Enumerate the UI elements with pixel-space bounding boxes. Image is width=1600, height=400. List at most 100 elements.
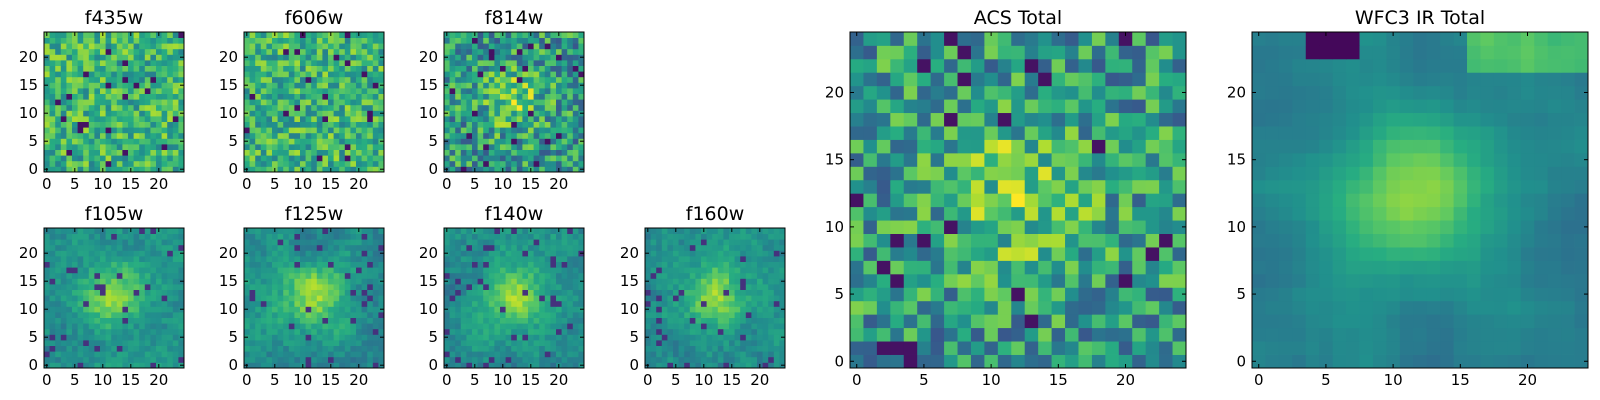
heatmap-cell (272, 272, 278, 279)
heatmap-cell (144, 160, 151, 167)
heatmap-cell (44, 121, 50, 128)
heatmap-cell (122, 295, 129, 302)
heatmap-cell (650, 228, 657, 234)
heatmap-cell (1118, 341, 1133, 355)
heatmap-cell (378, 261, 385, 268)
heatmap-cell (695, 356, 702, 363)
heatmap-cell (550, 351, 557, 358)
heatmap-cell (717, 351, 724, 358)
heatmap-cell (667, 250, 674, 257)
heatmap-cell (344, 76, 351, 83)
heatmap-cell (167, 110, 174, 117)
heatmap-cell (111, 54, 118, 61)
heatmap-cell (539, 43, 546, 50)
heatmap-cell (361, 233, 368, 240)
heatmap-cell (111, 340, 118, 346)
heatmap-cell (544, 340, 551, 346)
heatmap-cell (283, 272, 290, 279)
heatmap-cell (516, 356, 523, 363)
heatmap-cell (333, 256, 340, 262)
heatmap-cell (1145, 341, 1160, 355)
heatmap-cell (561, 48, 568, 55)
heatmap-cell (1065, 354, 1079, 369)
heatmap-cell (361, 250, 368, 257)
heatmap-cell (1038, 314, 1052, 329)
heatmap-cell (305, 149, 312, 156)
heatmap-cell (105, 93, 112, 100)
heatmap-cell (44, 99, 50, 106)
heatmap-cell (316, 340, 323, 346)
heatmap-cell (316, 351, 323, 358)
heatmap-cell (255, 88, 262, 94)
heatmap-cell (150, 272, 157, 279)
heatmap-cell (544, 37, 551, 44)
heatmap-cell (661, 228, 668, 234)
heatmap-cell (266, 160, 273, 167)
heatmap-cell (706, 334, 713, 341)
heatmap-cell (472, 239, 478, 246)
heatmap-cell (49, 261, 56, 268)
heatmap-cell (762, 244, 769, 251)
heatmap-cell (444, 317, 450, 324)
heatmap-cell (944, 152, 958, 167)
heatmap-cell (779, 312, 786, 318)
heatmap-cell (150, 76, 157, 83)
heatmap-cell (244, 300, 250, 307)
heatmap-cell (88, 93, 95, 100)
heatmap-cell (460, 300, 467, 307)
heatmap-cell (494, 43, 501, 50)
heatmap-cell (567, 93, 574, 100)
heatmap-cell (1091, 220, 1106, 234)
heatmap-cell (156, 138, 162, 145)
heatmap-cell (328, 295, 334, 302)
heatmap-cell (472, 43, 478, 50)
heatmap-cell (288, 32, 295, 38)
heatmap-cell (77, 261, 84, 268)
heatmap-cell (294, 32, 301, 38)
heatmap-cell (544, 345, 551, 352)
heatmap-cell (678, 261, 685, 268)
heatmap-cell (316, 76, 323, 83)
heatmap-cell (762, 312, 769, 318)
heatmap-cell (316, 256, 323, 262)
heatmap-cell (1038, 327, 1052, 342)
heatmap-cell (757, 323, 763, 330)
heatmap-cell (701, 306, 707, 313)
heatmap-cell (917, 193, 932, 208)
heatmap-cell (133, 284, 140, 290)
heatmap-cell (516, 155, 523, 162)
heatmap-cell (277, 88, 284, 94)
heatmap-cell (288, 76, 295, 83)
heatmap-cell (328, 267, 334, 274)
heatmap-cell (249, 317, 256, 324)
heatmap-cell (44, 312, 50, 318)
heatmap-cell (550, 256, 557, 262)
heatmap-cell (567, 110, 574, 117)
heatmap-cell (344, 233, 351, 240)
heatmap-cell (150, 155, 157, 162)
heatmap-cell (561, 149, 568, 156)
heatmap-cell (161, 99, 168, 106)
heatmap-cell (328, 60, 334, 66)
heatmap-cell (277, 93, 284, 100)
heatmap-cell (122, 272, 129, 279)
heatmap-cell (572, 60, 579, 66)
heatmap-cell (472, 82, 478, 89)
heatmap-cell (494, 261, 501, 268)
heatmap-cell (72, 345, 78, 352)
heatmap-cell (249, 166, 256, 173)
heatmap-cell (94, 323, 101, 330)
heatmap-cell (673, 233, 679, 240)
heatmap-cell (957, 354, 972, 369)
heatmap-cell (156, 93, 162, 100)
heatmap-cell (277, 278, 284, 285)
heatmap-cell (378, 345, 385, 352)
heatmap-cell (578, 93, 585, 100)
heatmap-cell (650, 317, 657, 324)
heatmap-cell (539, 256, 546, 262)
heatmap-cell (706, 284, 713, 290)
heatmap-cell (172, 166, 179, 173)
heatmap-cell (300, 127, 306, 134)
heatmap-cell (328, 306, 334, 313)
heatmap-cell (1078, 327, 1093, 342)
